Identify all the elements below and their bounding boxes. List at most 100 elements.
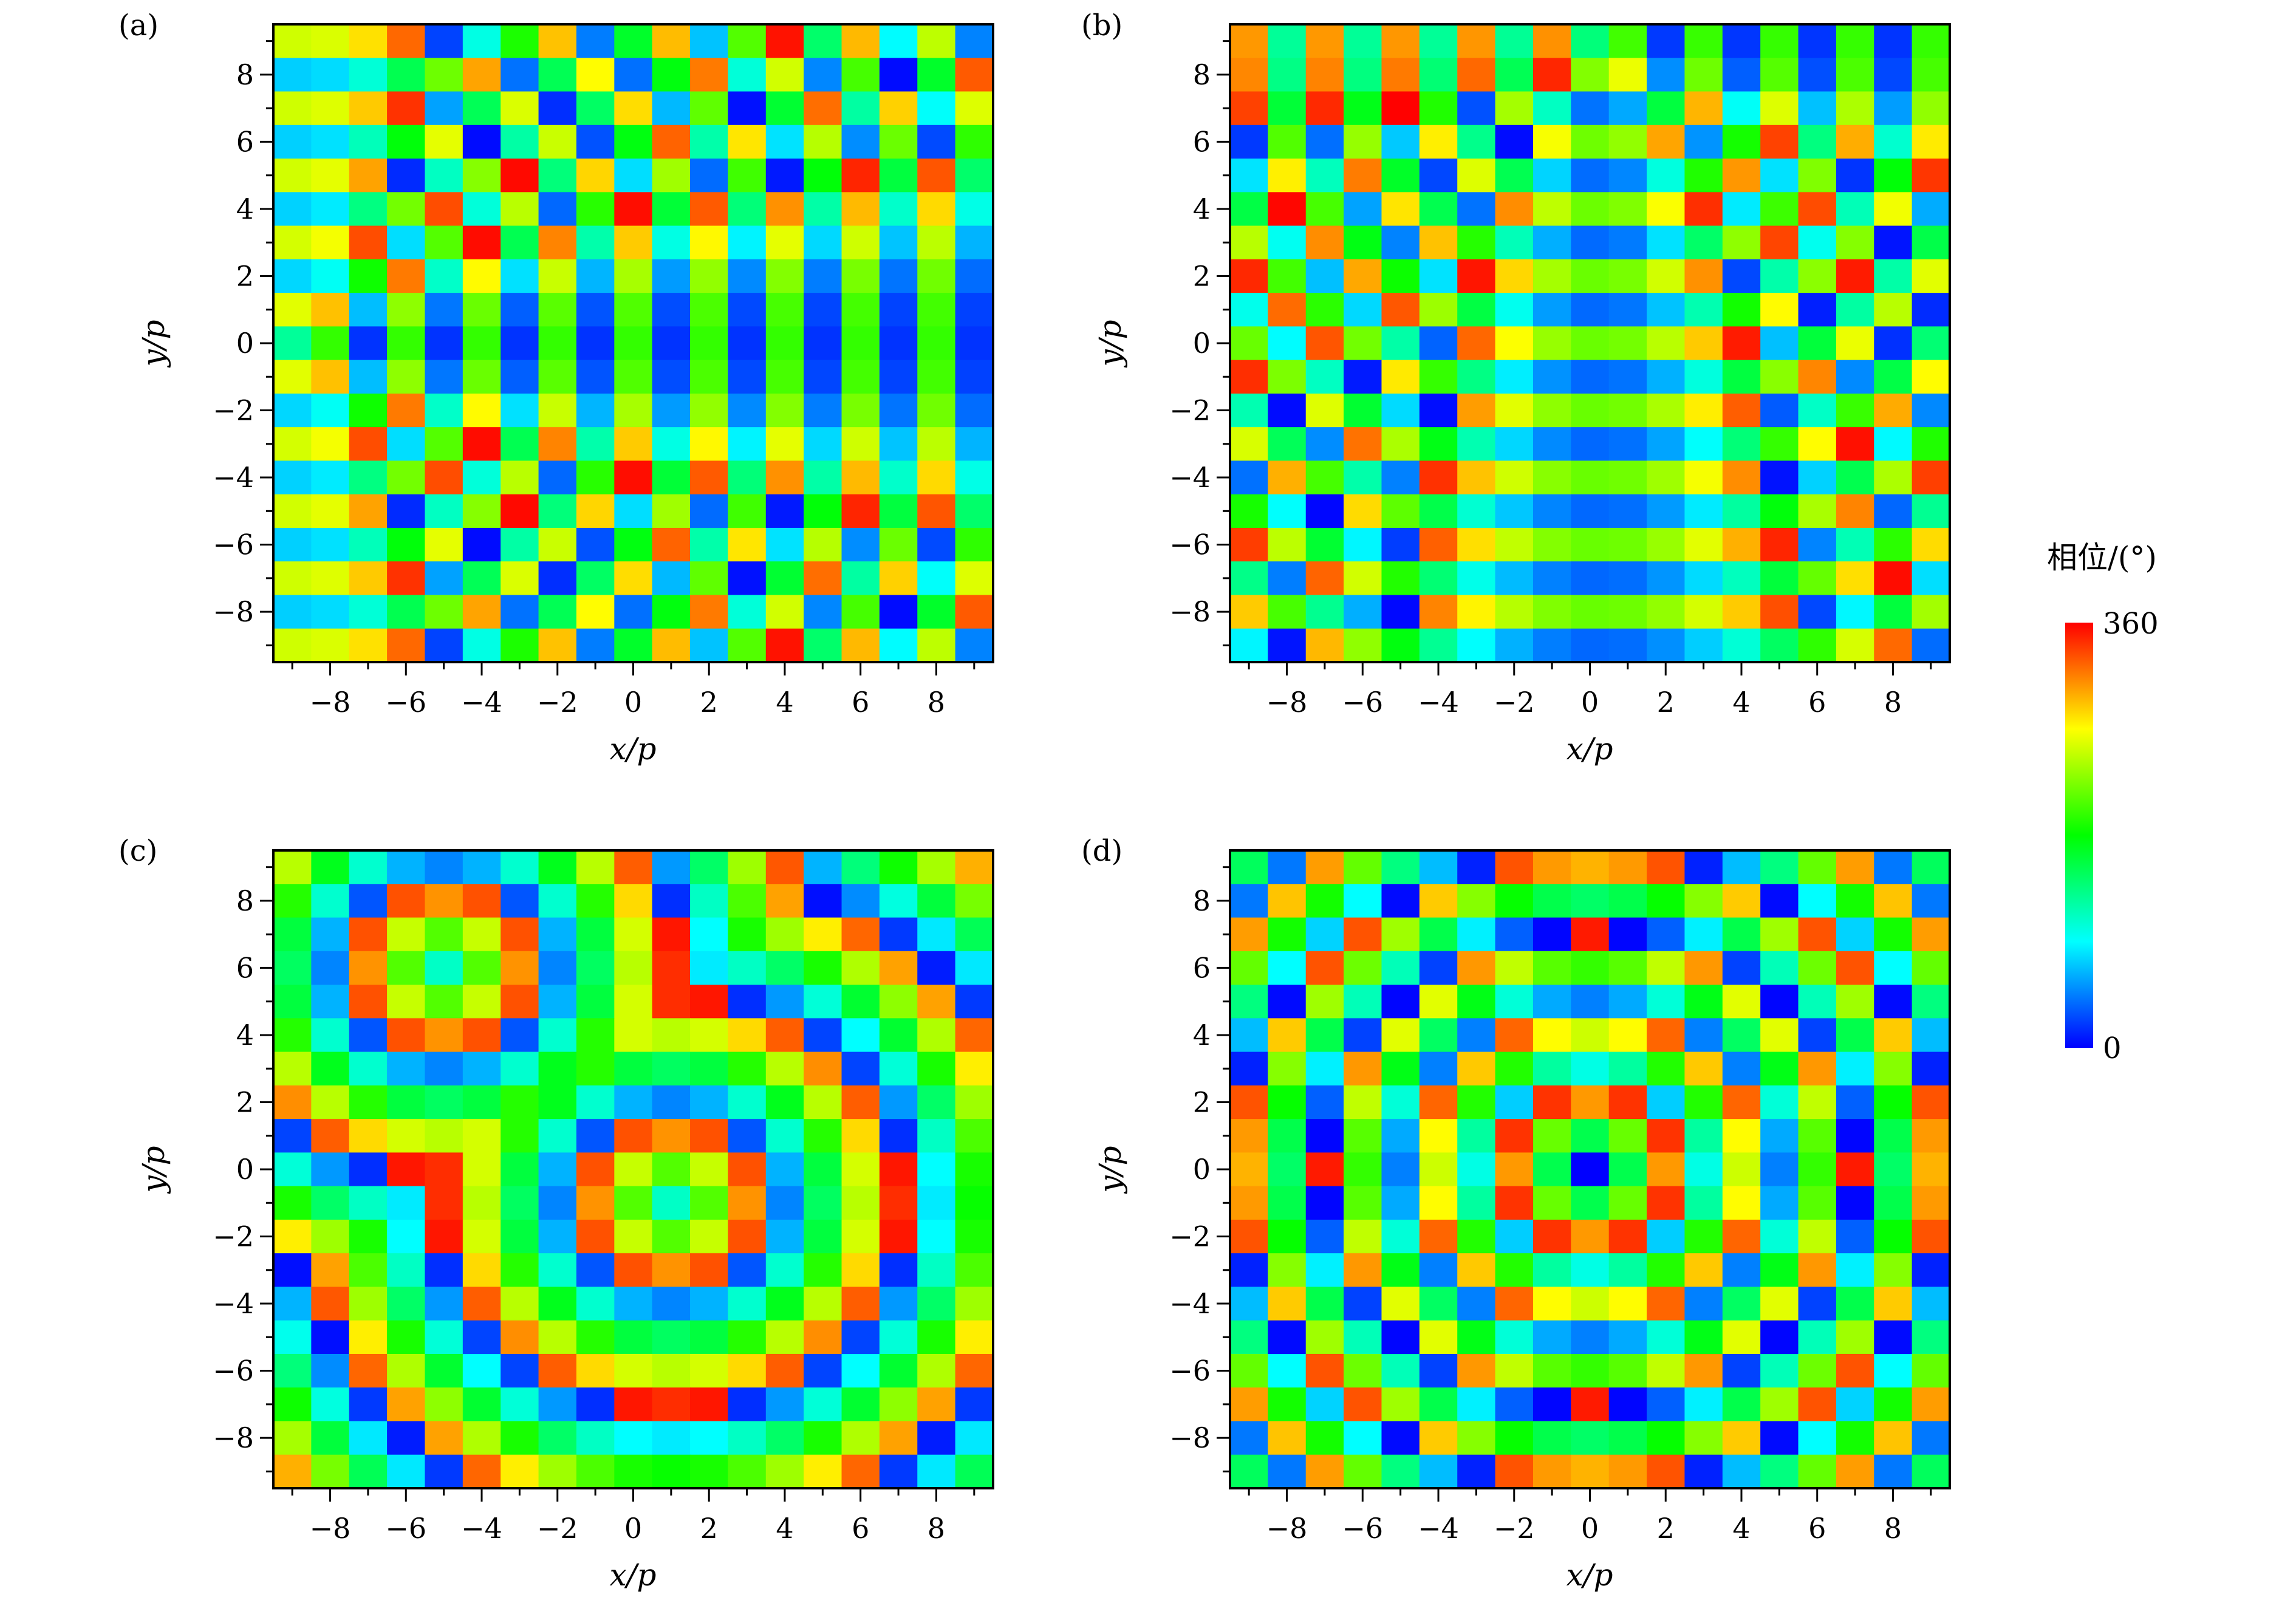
heatmap-cell — [501, 850, 539, 884]
heatmap-cell — [1381, 1186, 1420, 1220]
heatmap-cell — [1495, 360, 1534, 394]
heatmap-cell — [1381, 494, 1420, 528]
heatmap-cell — [841, 917, 880, 952]
heatmap-cell — [1457, 951, 1496, 985]
heatmap-cell — [1305, 561, 1344, 596]
y-tick-label: −6 — [213, 1355, 254, 1387]
heatmap-cell — [1722, 460, 1761, 495]
heatmap-cell — [1457, 1018, 1496, 1053]
heatmap-cell — [1344, 1018, 1382, 1053]
heatmap-cell — [1760, 628, 1799, 663]
heatmap-cell — [1344, 1253, 1382, 1288]
heatmap-cell — [425, 1253, 463, 1288]
heatmap-cell — [1305, 24, 1344, 58]
y-tick-label: −6 — [213, 528, 254, 561]
heatmap-cell — [1647, 494, 1686, 528]
heatmap-cell — [1268, 1287, 1307, 1321]
heatmap-cell — [652, 527, 691, 562]
heatmap-cell — [1230, 1387, 1268, 1422]
heatmap-cell — [425, 561, 463, 596]
heatmap-cell — [879, 58, 918, 92]
heatmap-cell — [1912, 427, 1950, 462]
heatmap-cell — [614, 985, 653, 1019]
heatmap-cell — [879, 1186, 918, 1220]
heatmap-cell — [576, 91, 615, 126]
heatmap-cell — [311, 527, 350, 562]
heatmap-cell — [1571, 985, 1610, 1019]
heatmap-cell — [1305, 1186, 1344, 1220]
heatmap-cell — [1912, 1085, 1950, 1120]
heatmap-cell — [1722, 561, 1761, 596]
heatmap-cell — [501, 1085, 539, 1120]
heatmap-cell — [387, 1152, 426, 1187]
heatmap-cell — [1344, 494, 1382, 528]
heatmap-cell — [501, 595, 539, 629]
heatmap-cell — [728, 360, 767, 394]
heatmap-cell — [576, 917, 615, 952]
heatmap-cell — [1608, 628, 1647, 663]
heatmap-cell — [311, 884, 350, 918]
heatmap-cell — [1344, 1387, 1382, 1422]
heatmap-cell — [1874, 293, 1913, 327]
heatmap-cell — [1344, 1219, 1382, 1254]
heatmap-cell — [462, 985, 501, 1019]
heatmap-cell — [1305, 985, 1344, 1019]
y-tick-label: −4 — [213, 461, 254, 494]
heatmap-cell — [1532, 24, 1571, 58]
heatmap-cell — [1344, 91, 1382, 126]
heatmap-cell — [1647, 561, 1686, 596]
heatmap-cell — [1647, 1253, 1686, 1288]
heatmap-cell — [1571, 917, 1610, 952]
heatmap-cell — [728, 1353, 767, 1388]
heatmap-cell — [1381, 1152, 1420, 1187]
x-tick-label: −4 — [1418, 686, 1459, 719]
heatmap-cell — [425, 58, 463, 92]
heatmap-cell — [1684, 884, 1723, 918]
heatmap-cell — [690, 1186, 729, 1220]
y-tick-label: 2 — [1193, 1085, 1211, 1118]
heatmap-cell — [1305, 1353, 1344, 1388]
heatmap-cell — [1457, 360, 1496, 394]
y-tick-label: −2 — [213, 1220, 254, 1253]
heatmap-cell — [1268, 1353, 1307, 1388]
heatmap-cell — [1836, 985, 1874, 1019]
heatmap-cell — [1305, 1051, 1344, 1086]
heatmap-cell — [462, 427, 501, 462]
heatmap-cell — [1305, 1287, 1344, 1321]
y-tick-label: 2 — [236, 1085, 254, 1118]
heatmap-cell — [917, 1018, 956, 1053]
heatmap-cell — [349, 1219, 388, 1254]
heatmap-cell — [425, 259, 463, 293]
heatmap-cell — [1381, 985, 1420, 1019]
heatmap-cell — [311, 1287, 350, 1321]
heatmap-cell — [765, 1320, 804, 1355]
heatmap-cell — [690, 192, 729, 227]
heatmap-cell — [1722, 91, 1761, 126]
heatmap-cell — [728, 1018, 767, 1053]
heatmap-cell — [501, 884, 539, 918]
heatmap-cell — [1912, 159, 1950, 193]
heatmap-cell — [614, 1186, 653, 1220]
heatmap-cell — [652, 1186, 691, 1220]
heatmap-cell — [425, 1454, 463, 1489]
heatmap-cell — [879, 192, 918, 227]
x-tick-label: 6 — [852, 686, 869, 719]
heatmap-cell — [1647, 360, 1686, 394]
heatmap-cell — [462, 595, 501, 629]
heatmap-cell — [576, 259, 615, 293]
heatmap-cell — [690, 159, 729, 193]
heatmap-cell — [462, 1051, 501, 1086]
heatmap-cell — [765, 159, 804, 193]
heatmap-cell — [1495, 393, 1534, 428]
heatmap-cell — [1571, 884, 1610, 918]
heatmap-cell — [1722, 628, 1761, 663]
heatmap-cell — [804, 917, 842, 952]
heatmap-cell — [1268, 985, 1307, 1019]
heatmap-cell — [1532, 985, 1571, 1019]
heatmap-cell — [1230, 259, 1268, 293]
heatmap-cell — [462, 1421, 501, 1455]
heatmap-cell — [1874, 1085, 1913, 1120]
heatmap-cell — [349, 917, 388, 952]
heatmap-cell — [652, 1320, 691, 1355]
heatmap-cell — [1684, 595, 1723, 629]
